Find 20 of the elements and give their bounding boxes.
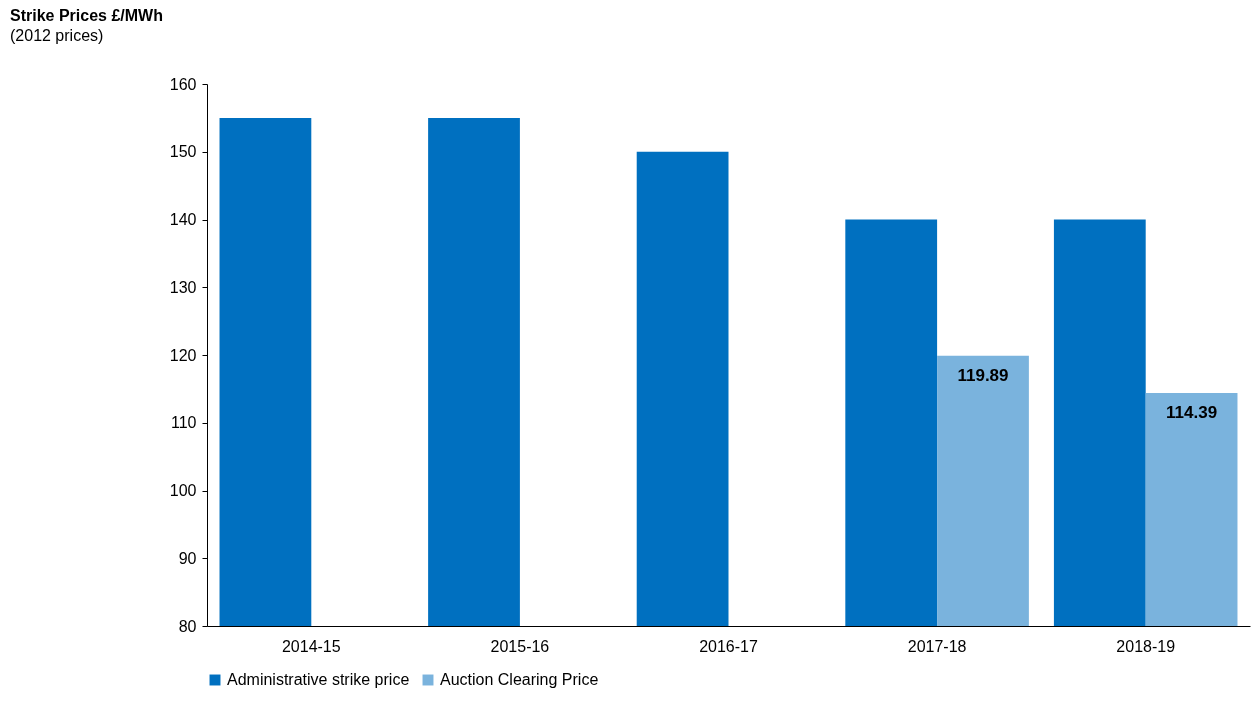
y-tick-label: 150 bbox=[169, 143, 197, 161]
y-axis-title: Strike Prices £/MWh bbox=[10, 7, 163, 24]
y-tick-label: 120 bbox=[169, 346, 197, 364]
y-tick-label: 100 bbox=[169, 482, 197, 499]
x-tick-label: 2016-17 bbox=[699, 637, 758, 655]
y-tick-label: 130 bbox=[169, 278, 197, 296]
y-tick-label: 110 bbox=[170, 414, 197, 432]
data-label: 119.89 bbox=[957, 365, 1009, 385]
x-tick-label: 2018-19 bbox=[1116, 637, 1176, 655]
text: (2012 prices) bbox=[10, 27, 104, 44]
x-tick-label: 2014-15 bbox=[281, 637, 341, 655]
y-tick-label: 160 bbox=[169, 75, 197, 93]
data-label: 114.39 bbox=[1166, 403, 1218, 423]
legend-label: Administrative strike price bbox=[227, 671, 410, 688]
y-tick-label: 90 bbox=[178, 549, 197, 567]
y-tick-label: 140 bbox=[169, 211, 197, 228]
y-tick-label: 80 bbox=[178, 617, 197, 635]
x-tick-label: 2015-16 bbox=[490, 637, 550, 655]
legend-label: Auction Clearing Price bbox=[440, 671, 599, 688]
x-tick-label: 2017-18 bbox=[907, 637, 967, 655]
